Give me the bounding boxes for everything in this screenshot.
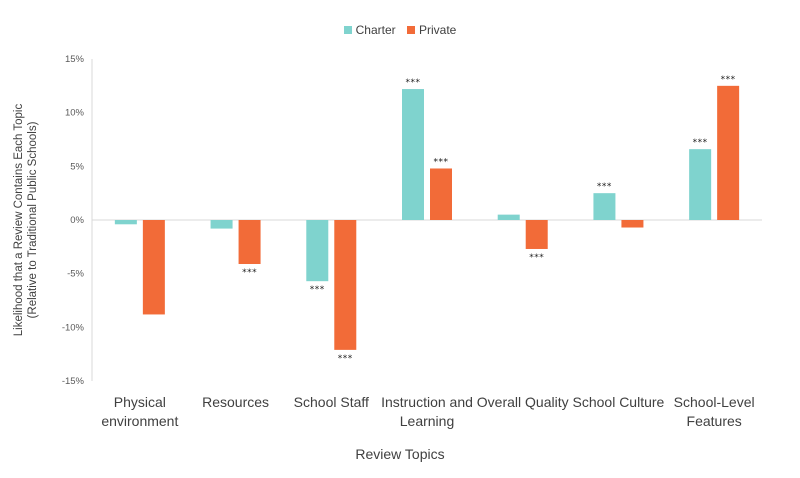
x-tick-label-line: Overall Quality <box>476 394 569 410</box>
x-tick-label: Instruction and Learning <box>372 393 482 431</box>
bar-charter <box>210 220 233 229</box>
x-tick-label-line: School Staff <box>293 394 369 410</box>
y-tick-label: -10% <box>62 322 85 333</box>
bar-charter <box>593 193 616 220</box>
y-tick-label: 0% <box>70 215 84 226</box>
x-tick-label-line: Resources <box>202 394 270 410</box>
legend: Charter Private <box>0 22 800 37</box>
bar-private <box>621 220 644 228</box>
x-tick-label: School-Level Features <box>659 393 769 431</box>
bar-private <box>142 220 165 315</box>
x-tick-label: School Culture <box>563 393 673 412</box>
significance-marker: *** <box>338 354 353 364</box>
legend-label-charter: Charter <box>355 22 396 37</box>
bar-charter <box>306 220 329 282</box>
x-tick-label-line: Learning <box>399 413 455 429</box>
significance-marker: *** <box>434 157 449 167</box>
bar-private <box>430 168 452 220</box>
bar-charter <box>689 149 712 220</box>
significance-marker: *** <box>310 285 325 295</box>
bar-private <box>525 220 548 249</box>
significance-marker: *** <box>597 182 612 192</box>
y-tick-label: 15% <box>65 54 85 65</box>
x-tick-label: Physical environment <box>85 393 195 431</box>
x-tick-label-line: School-Level <box>673 394 755 410</box>
x-tick-label-line: Physical <box>113 394 166 410</box>
x-tick-label: Resources <box>181 393 291 412</box>
bar-private <box>334 220 357 350</box>
x-tick-label-line: Instruction and <box>381 394 473 410</box>
legend-swatch-charter <box>343 25 352 34</box>
y-tick-label: 5% <box>70 161 84 172</box>
x-tick-label-line: School Culture <box>572 394 665 410</box>
legend-item-private: Private <box>407 22 456 37</box>
legend-item-charter: Charter <box>343 22 396 37</box>
significance-marker: *** <box>693 138 708 148</box>
x-tick-label: Overall Quality <box>468 393 578 412</box>
y-tick-label: -15% <box>62 376 85 387</box>
significance-marker: *** <box>406 78 421 88</box>
bar-charter <box>497 214 520 220</box>
significance-marker: *** <box>242 268 257 278</box>
bar-charter <box>114 220 137 225</box>
x-axis-label: Review Topics <box>355 446 445 462</box>
y-tick-label: -5% <box>67 269 84 280</box>
bar-charter <box>402 89 424 220</box>
significance-marker: *** <box>721 75 736 85</box>
bar-private <box>717 85 740 220</box>
x-tick-label-line: Features <box>686 413 742 429</box>
bar-private <box>238 220 261 265</box>
y-tick-label: 10% <box>65 108 85 119</box>
legend-label-private: Private <box>419 22 457 37</box>
significance-marker: *** <box>529 253 544 263</box>
x-tick-label-line: environment <box>101 413 179 429</box>
legend-swatch-private <box>407 25 415 34</box>
x-tick-label: School Staff <box>276 393 386 412</box>
